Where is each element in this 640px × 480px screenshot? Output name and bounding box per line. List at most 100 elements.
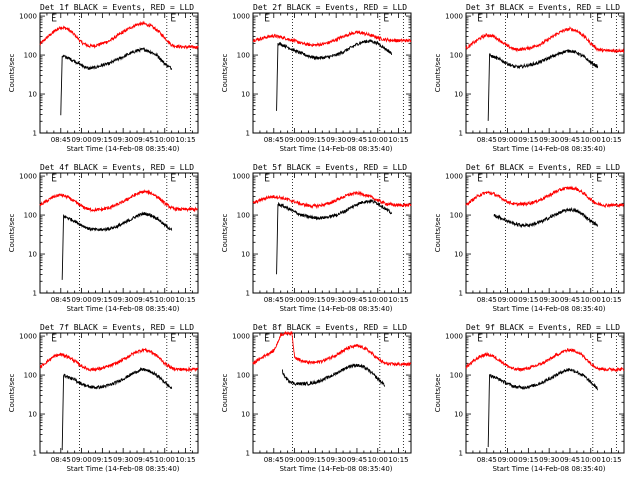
y-axis-label: Counts/sec	[221, 54, 229, 93]
y-tick-label: 10	[454, 91, 463, 99]
x-axis-label: Start Time (14-Feb-08 08:35:40)	[66, 305, 179, 313]
event-marker	[265, 13, 270, 22]
y-tick-label: 1	[33, 290, 37, 298]
x-tick-label: 09:00	[71, 296, 91, 304]
x-tick-label: 09:30	[539, 456, 559, 464]
x-tick-label: 10:00	[155, 296, 175, 304]
x-tick-label: 08:45	[51, 456, 71, 464]
x-axis-label: Start Time (14-Feb-08 08:35:40)	[279, 145, 392, 153]
y-tick-label: 100	[24, 52, 37, 60]
x-axis-label: Start Time (14-Feb-08 08:35:40)	[279, 305, 392, 313]
x-axis-label: Start Time (14-Feb-08 08:35:40)	[66, 145, 179, 153]
y-tick-label: 1000	[445, 173, 463, 181]
x-tick-label: 09:00	[71, 456, 91, 464]
y-tick-label: 1000	[445, 333, 463, 341]
panel-title: Det 5f BLACK = Events, RED = LLD	[253, 163, 407, 172]
y-tick-label: 100	[237, 212, 250, 220]
x-tick-label: 10:00	[155, 456, 175, 464]
x-tick-label: 10:15	[388, 456, 408, 464]
x-tick-label: 09:30	[113, 456, 133, 464]
x-tick-label: 08:45	[51, 136, 71, 144]
x-tick-label: 09:15	[305, 296, 325, 304]
series-lld-red	[39, 189, 199, 213]
x-tick-label: 10:15	[175, 136, 195, 144]
x-tick-label: 10:00	[581, 296, 601, 304]
plot-frame	[465, 172, 625, 294]
x-tick-label: 09:45	[347, 296, 367, 304]
x-axis-label: Start Time (14-Feb-08 08:35:40)	[492, 305, 605, 313]
x-tick-label: 09:30	[539, 296, 559, 304]
series-events-black	[61, 211, 173, 280]
lightcurve-plot: Det 5f BLACK = Events, RED = LLD 1 10 100 10…	[221, 163, 412, 313]
lightcurve-plot: Det 4f BLACK = Events, RED = LLD 1 10 100 10…	[8, 163, 199, 313]
y-tick-label: 100	[237, 52, 250, 60]
panel-det-3f: Det 3f BLACK = Events, RED = LLD 1 10 100 10…	[426, 0, 639, 160]
series-events-black	[61, 367, 173, 451]
x-tick-label: 09:00	[497, 296, 517, 304]
series-lld-red	[252, 190, 412, 210]
lightcurve-plot: Det 2f BLACK = Events, RED = LLD 1 10 100 10…	[221, 3, 412, 153]
panel-title: Det 9f BLACK = Events, RED = LLD	[466, 323, 620, 332]
plot-frame	[465, 332, 625, 454]
panel-title: Det 2f BLACK = Events, RED = LLD	[253, 3, 407, 12]
y-tick-label: 1000	[19, 333, 37, 341]
series-lld-red	[465, 185, 625, 209]
x-tick-label: 09:00	[497, 136, 517, 144]
x-tick-label: 10:00	[368, 136, 388, 144]
x-tick-label: 10:15	[175, 296, 195, 304]
event-marker	[171, 13, 176, 22]
x-tick-label: 09:30	[326, 136, 346, 144]
panel-det-5f: Det 5f BLACK = Events, RED = LLD 1 10 100 10…	[213, 160, 426, 320]
y-tick-label: 1	[459, 130, 463, 138]
panel-det-7f: Det 7f BLACK = Events, RED = LLD 1 10 100 10…	[0, 320, 213, 480]
x-tick-label: 09:30	[539, 136, 559, 144]
panel-title: Det 1f BLACK = Events, RED = LLD	[40, 3, 194, 12]
event-marker	[478, 173, 483, 182]
y-axis-label: Counts/sec	[8, 374, 16, 413]
x-tick-label: 09:45	[560, 296, 580, 304]
y-tick-label: 100	[24, 212, 37, 220]
x-tick-label: 09:45	[134, 456, 154, 464]
x-tick-label: 09:30	[113, 136, 133, 144]
x-tick-label: 09:15	[305, 456, 325, 464]
y-tick-label: 10	[454, 411, 463, 419]
plot-frame	[39, 12, 199, 134]
series-events-black	[487, 367, 599, 448]
lightcurve-plot: Det 8f BLACK = Events, RED = LLD 1 10 100 10…	[221, 323, 412, 473]
series-events-black	[276, 39, 393, 111]
x-tick-label: 09:45	[560, 456, 580, 464]
y-tick-label: 100	[24, 372, 37, 380]
y-axis-label: Counts/sec	[434, 54, 442, 93]
y-tick-label: 100	[450, 212, 463, 220]
y-tick-label: 100	[450, 52, 463, 60]
x-tick-label: 10:15	[601, 136, 621, 144]
x-tick-label: 09:00	[71, 136, 91, 144]
event-marker	[478, 333, 483, 342]
event-marker	[171, 333, 176, 342]
x-tick-label: 09:30	[326, 296, 346, 304]
panel-title: Det 8f BLACK = Events, RED = LLD	[253, 323, 407, 332]
series-lld-red	[252, 30, 412, 48]
y-axis-label: Counts/sec	[8, 54, 16, 93]
event-marker	[52, 333, 57, 342]
series-events-black	[281, 363, 386, 387]
panel-det-6f: Det 6f BLACK = Events, RED = LLD 1 10 100 10…	[426, 160, 639, 320]
series-lld-red	[252, 330, 412, 367]
y-tick-label: 100	[237, 372, 250, 380]
x-axis-label: Start Time (14-Feb-08 08:35:40)	[279, 465, 392, 473]
plot-frame	[465, 12, 625, 134]
x-tick-label: 10:15	[388, 136, 408, 144]
y-tick-label: 10	[28, 411, 37, 419]
plot-frame	[39, 332, 199, 454]
x-tick-label: 09:15	[518, 136, 538, 144]
x-tick-label: 09:15	[92, 296, 112, 304]
y-tick-label: 10	[241, 251, 250, 259]
panel-det-8f: Det 8f BLACK = Events, RED = LLD 1 10 100 10…	[213, 320, 426, 480]
event-marker	[597, 333, 602, 342]
y-tick-label: 1	[246, 450, 250, 458]
x-tick-label: 09:15	[305, 136, 325, 144]
y-tick-label: 1000	[19, 13, 37, 21]
lightcurve-plot: Det 7f BLACK = Events, RED = LLD 1 10 100 10…	[8, 323, 199, 473]
x-tick-label: 09:15	[518, 456, 538, 464]
